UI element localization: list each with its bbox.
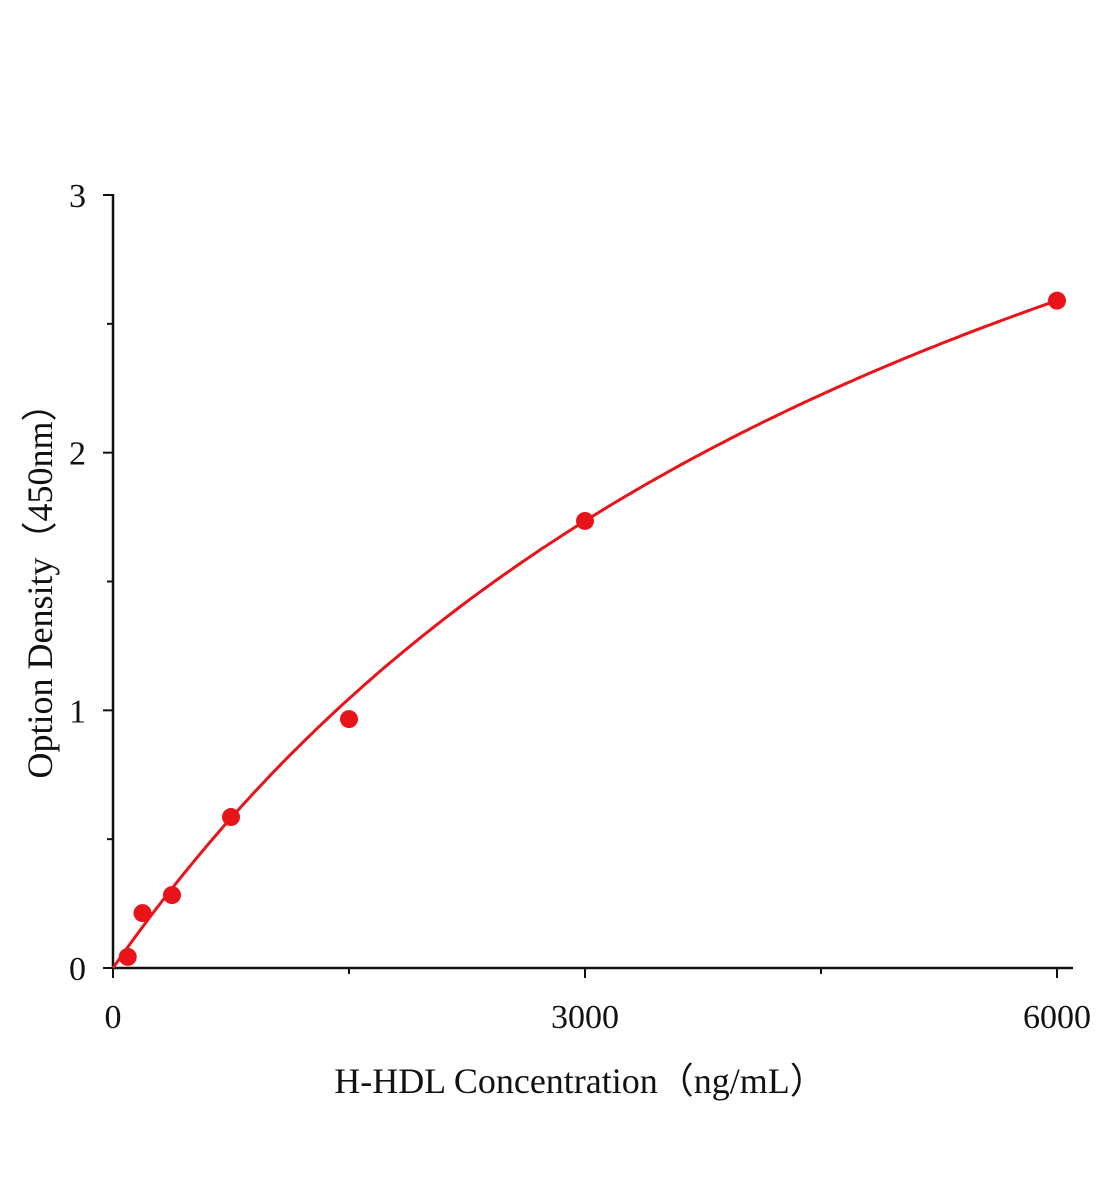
x-tick-label: 6000: [1023, 999, 1091, 1036]
data-point: [1048, 291, 1066, 310]
data-point: [340, 710, 358, 729]
fit-curve: [111, 299, 1058, 969]
x-axis-label: H-HDL Concentration（ng/mL）: [334, 1061, 826, 1101]
x-tick-label: 0: [105, 999, 122, 1036]
data-point: [222, 808, 240, 827]
data-point: [118, 947, 137, 966]
y-axis-label: Option Density（450nm）: [20, 386, 60, 779]
data-point: [576, 511, 594, 530]
y-tick-label: 2: [69, 436, 86, 473]
y-tick-label: 1: [69, 693, 86, 730]
axes: [111, 194, 1073, 970]
x-tick-label: 3000: [551, 999, 619, 1036]
data-point: [163, 886, 181, 905]
data-point: [133, 904, 152, 923]
y-tick-label: 3: [69, 178, 86, 215]
y-tick-label: 0: [69, 951, 86, 988]
